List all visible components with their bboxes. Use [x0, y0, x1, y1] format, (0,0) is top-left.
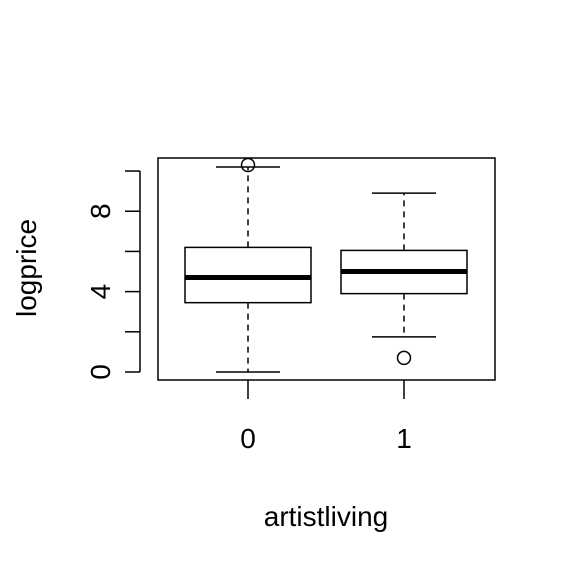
x-tick-label-0: 0	[240, 423, 256, 454]
outlier-point-0-0	[240, 157, 256, 173]
box-group-0	[184, 157, 312, 373]
boxes-layer	[184, 157, 468, 373]
y-axis-label: logprice	[11, 219, 42, 317]
y-tick-label-4: 4	[85, 284, 116, 300]
outlier-point-1-0	[396, 350, 412, 366]
y-axis: 0 4 8	[85, 170, 141, 380]
y-tick-label-8: 8	[85, 203, 116, 219]
box-group-1	[340, 192, 468, 366]
y-tick-label-0: 0	[85, 364, 116, 380]
iqr-box-0	[184, 246, 312, 304]
x-tick-label-1: 1	[396, 423, 412, 454]
x-axis-label: artistliving	[264, 501, 388, 532]
plot-frame	[157, 157, 496, 381]
